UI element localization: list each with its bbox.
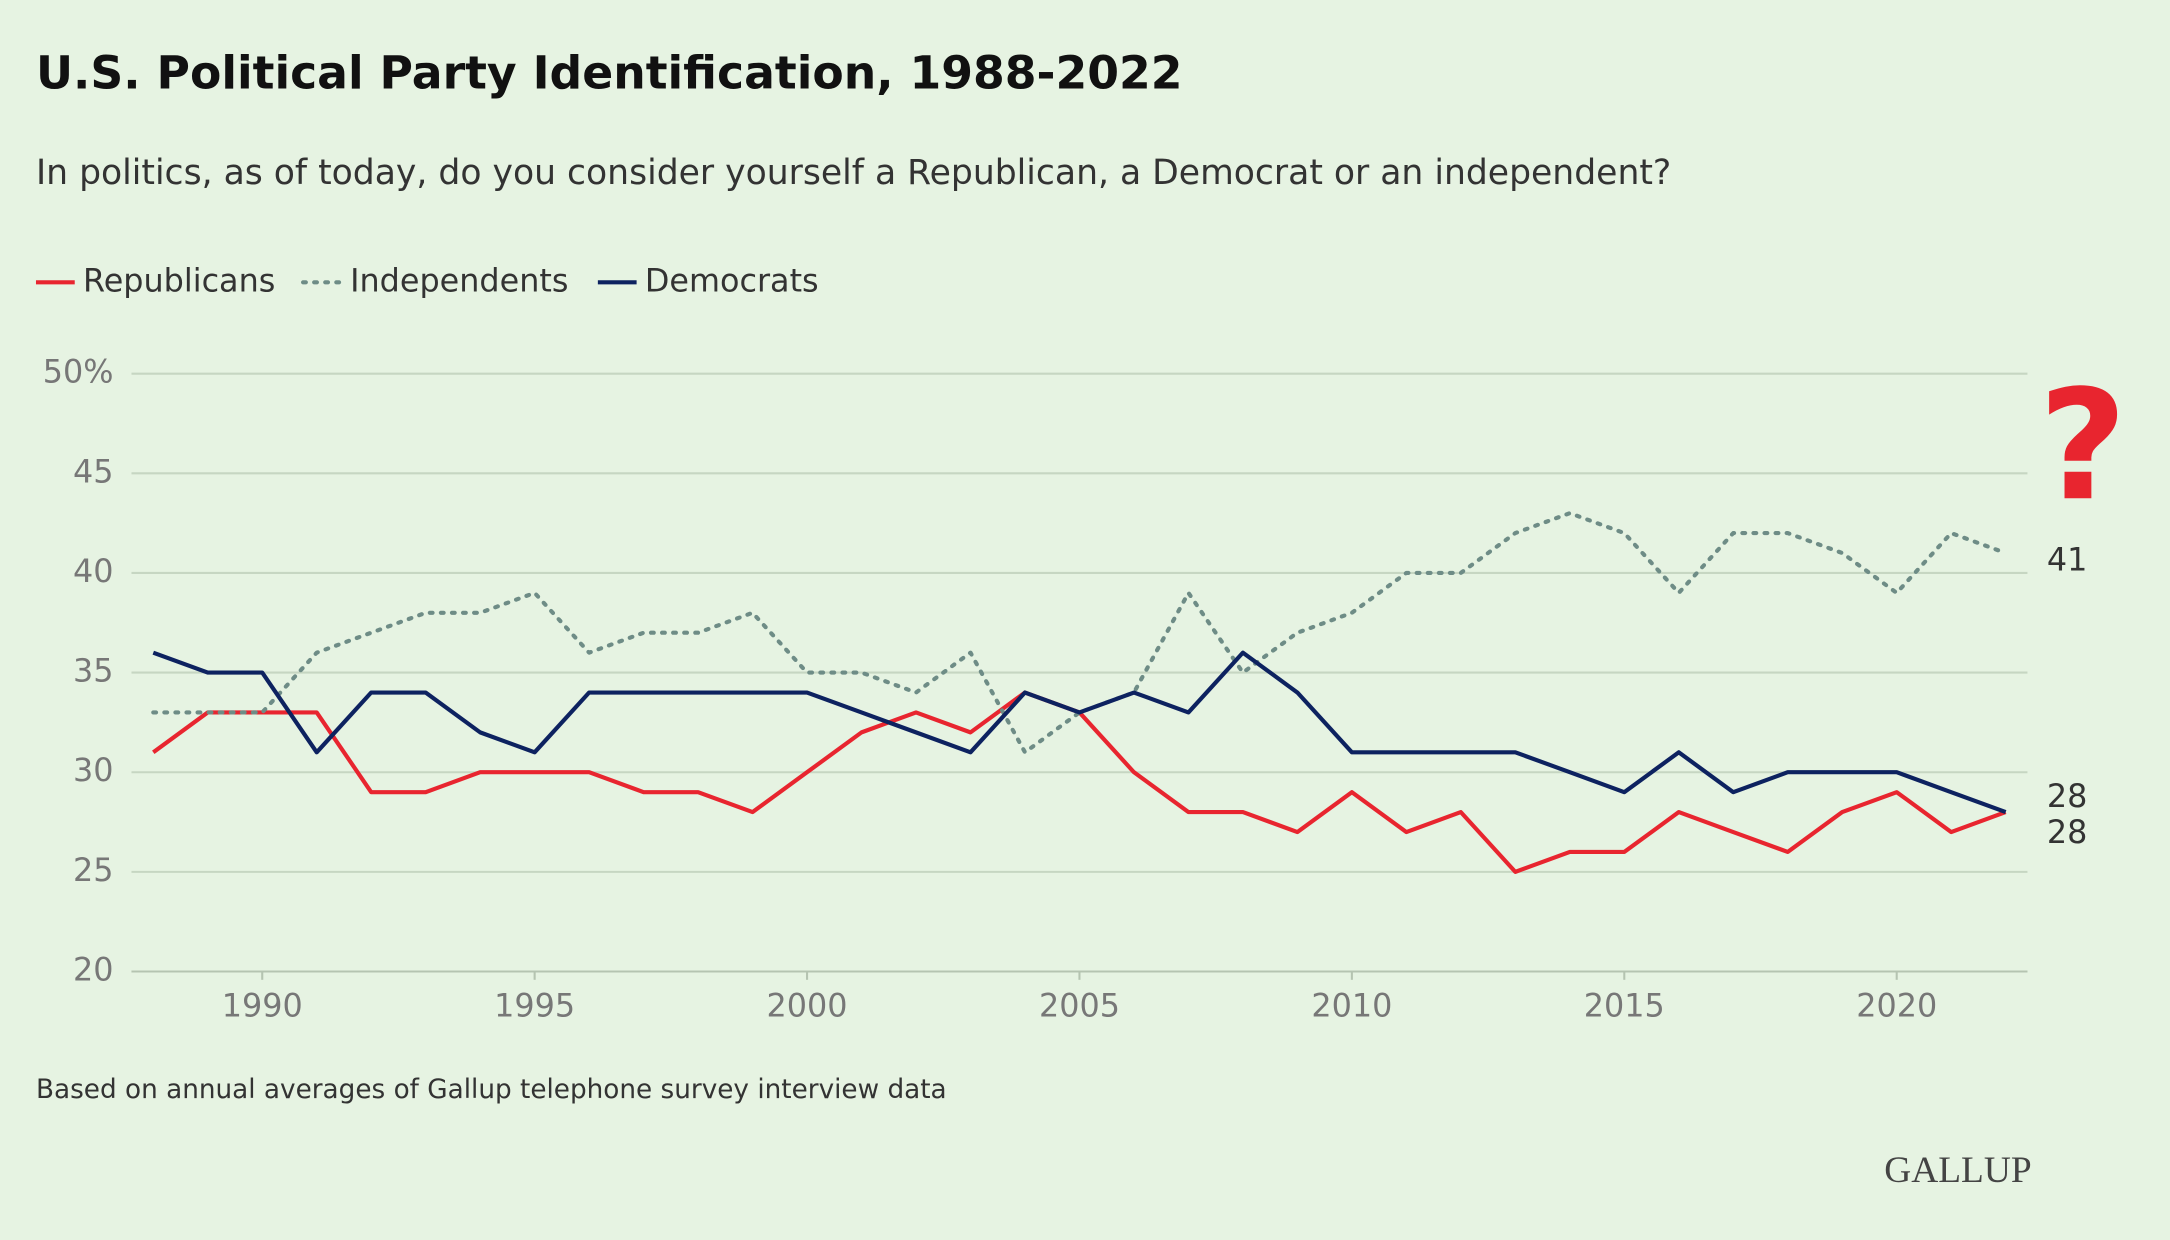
chart-subtitle: In politics, as of today, do you conside… [36,153,1671,193]
x-tick-label: 1995 [494,987,575,1025]
x-tick-label: 2010 [1311,987,1392,1025]
y-tick-label: 20 [73,951,114,989]
y-tick-label: 35 [73,652,114,690]
y-tick-label: 45 [73,452,114,490]
annotation: ? [2039,357,2127,534]
footnote: Based on annual averages of Gallup telep… [36,1075,947,1105]
y-tick-label: 40 [73,552,114,590]
x-tick-label: 1990 [222,987,303,1025]
end-value-label: 41 [2047,540,2088,578]
x-tick-label: 2005 [1039,987,1120,1025]
chart-title: U.S. Political Party Identification, 198… [36,47,1183,100]
x-tick-label: 2000 [767,987,848,1025]
y-tick-label: 50% [43,353,114,391]
x-tick-label: 2020 [1856,987,1937,1025]
legend-label: Independents [350,261,568,299]
series-line [152,650,2007,815]
legend-label: Democrats [645,261,819,299]
end-value-label: 28 [2047,777,2088,815]
source-logo: GALLUP [1884,1150,2031,1191]
y-tick-label: 30 [73,751,114,789]
end-value-label: 28 [2047,813,2088,851]
y-tick-label: 25 [73,851,114,889]
legend-label: Republicans [83,261,275,299]
x-tick-label: 2015 [1584,987,1665,1025]
